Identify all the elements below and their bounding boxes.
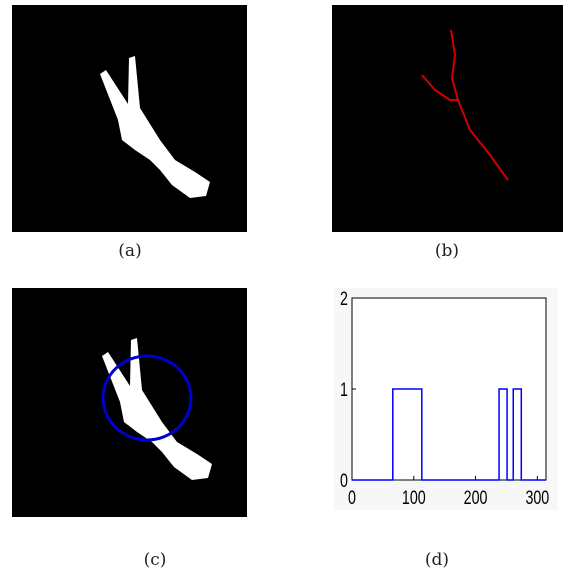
x-tick-label: 0 <box>348 487 356 508</box>
hand-silhouette <box>102 338 212 480</box>
x-tick-label: 100 <box>402 487 426 508</box>
y-tick-label: 2 <box>340 288 348 309</box>
y-tick-label: 1 <box>340 379 348 400</box>
skeleton-branch <box>421 74 458 101</box>
caption: (d) <box>425 550 449 570</box>
panel-b-image <box>332 5 563 232</box>
hand-group <box>102 338 212 480</box>
x-tick-label: 300 <box>525 487 549 508</box>
y-tick-label: 0 <box>340 470 348 491</box>
caption: (a) <box>118 241 141 261</box>
x-tick-label: 200 <box>464 487 488 508</box>
caption: (b) <box>435 241 459 261</box>
caption: (c) <box>144 550 167 570</box>
hand-silhouette <box>100 56 210 198</box>
data-line <box>352 388 546 481</box>
palm-circle <box>101 354 193 442</box>
panel-d-chart: 0 1 2 0 100 200 300 <box>334 288 558 510</box>
